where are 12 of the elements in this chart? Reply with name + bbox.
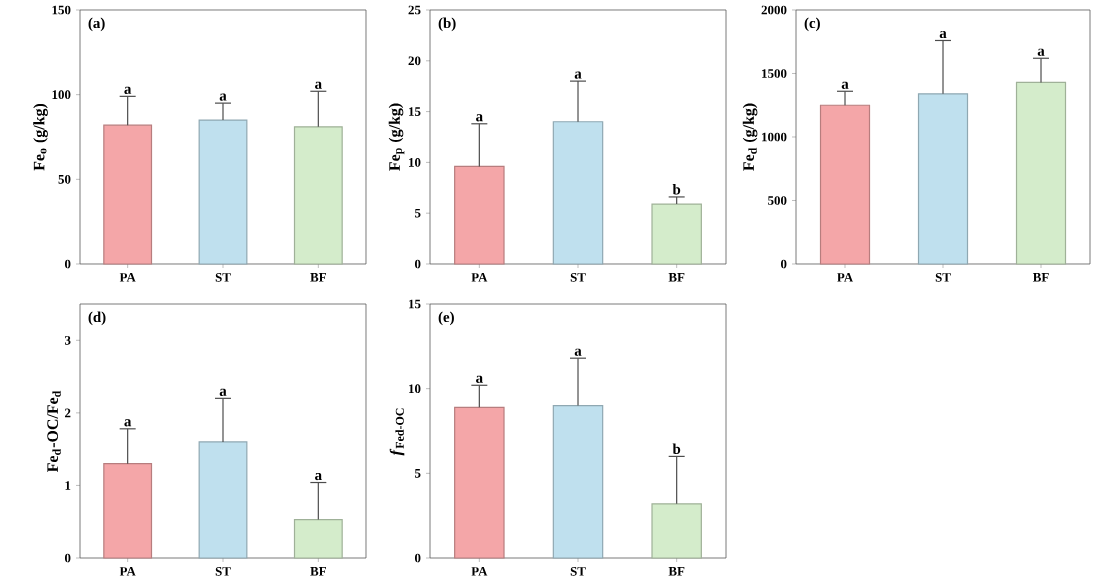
bar — [454, 406, 505, 559]
bar — [651, 203, 702, 265]
bar — [917, 93, 969, 265]
bar — [1015, 81, 1067, 265]
bar — [651, 503, 702, 559]
bar — [293, 518, 343, 559]
bar — [819, 104, 871, 265]
bar — [552, 405, 604, 559]
bar — [198, 441, 248, 559]
bar — [552, 121, 604, 265]
bar — [103, 463, 153, 559]
bar — [454, 165, 505, 265]
